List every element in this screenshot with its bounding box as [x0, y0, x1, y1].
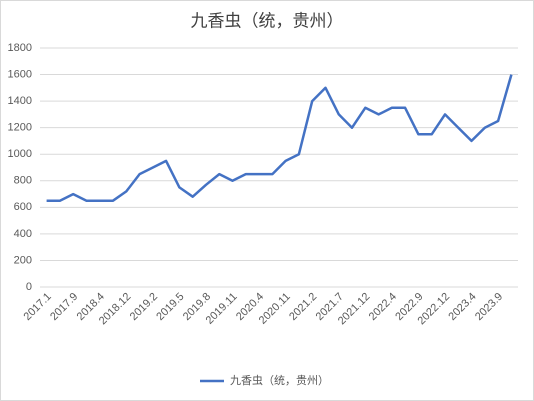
y-tick-label: 1200 — [8, 122, 32, 134]
y-tick-label: 400 — [14, 228, 32, 240]
line-series — [46, 74, 513, 202]
y-tick-label: 0 — [26, 281, 32, 293]
y-tick-label: 200 — [14, 254, 32, 266]
y-tick-label: 800 — [14, 175, 32, 187]
y-tick-label: 600 — [14, 201, 32, 213]
chart-title: 九香虫（统，贵州） — [191, 11, 344, 30]
legend-label: 九香虫（统，贵州） — [230, 374, 329, 387]
y-tick-label: 1400 — [8, 95, 32, 107]
y-tick-label: 1000 — [8, 148, 32, 160]
y-tick-label: 1800 — [8, 42, 32, 54]
y-tick-label: 1600 — [8, 68, 32, 80]
